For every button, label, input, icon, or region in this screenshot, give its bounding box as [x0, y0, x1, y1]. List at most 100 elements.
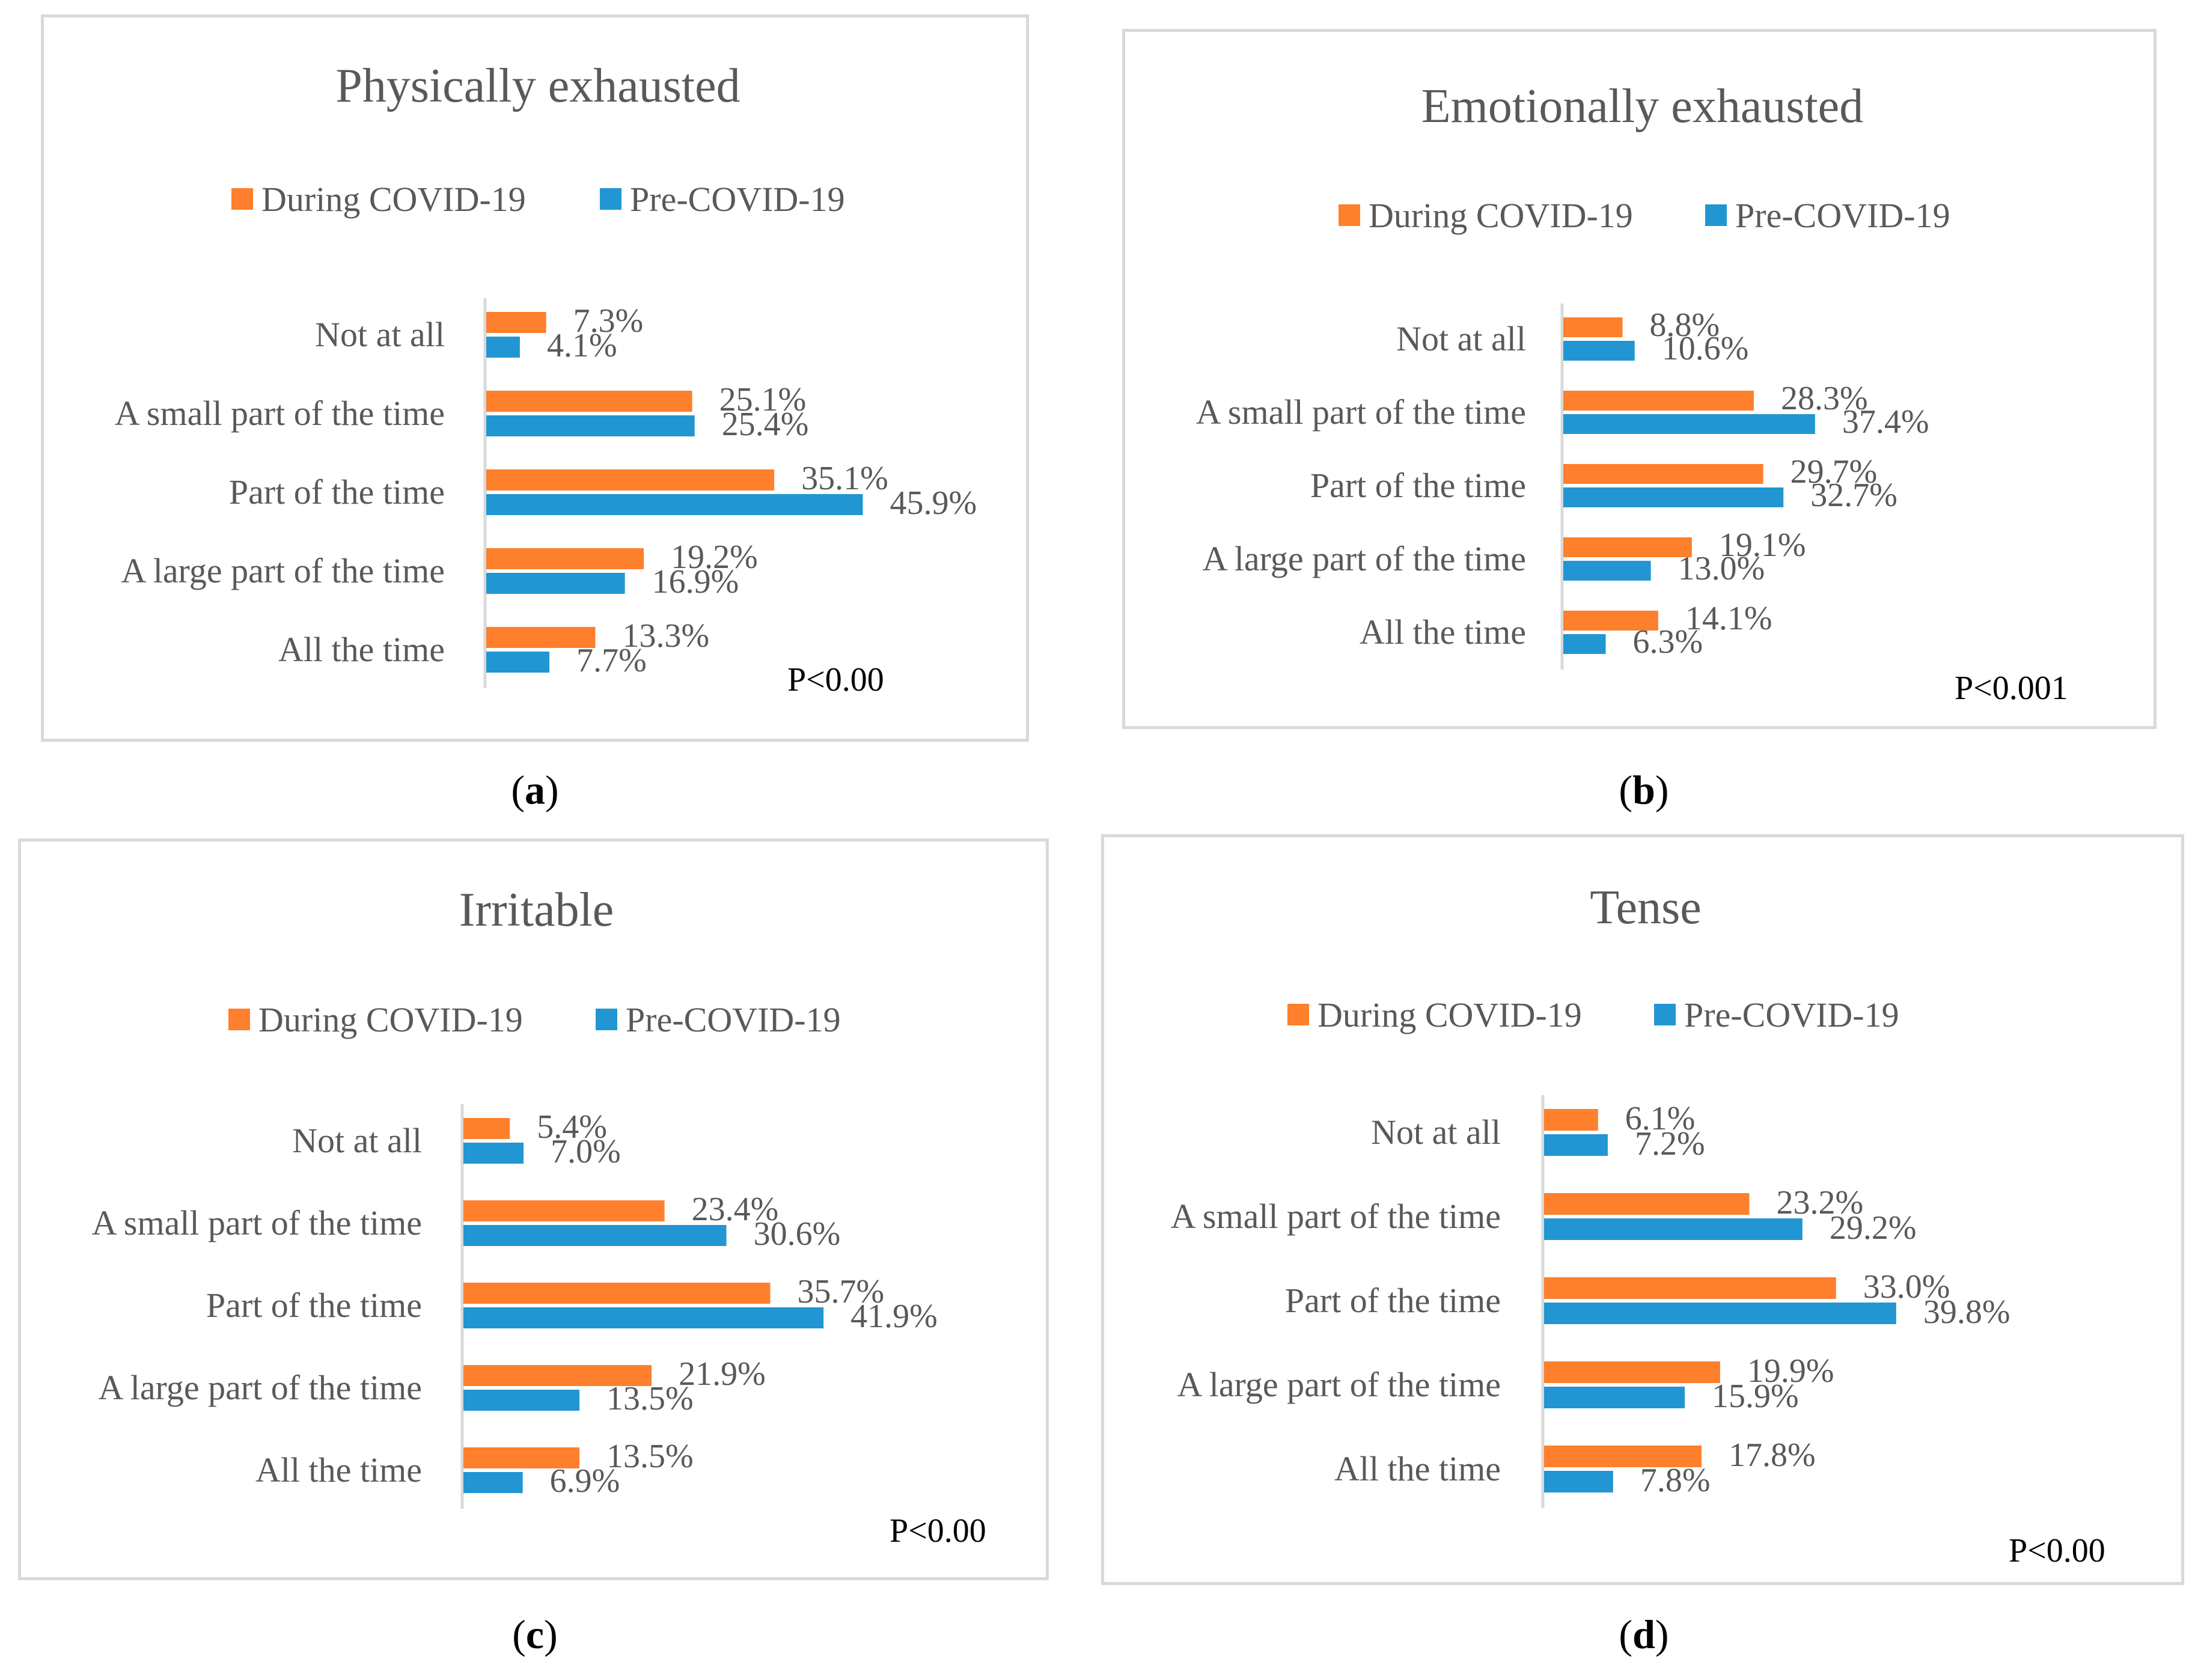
bar-during-c [463, 1283, 771, 1304]
legend-label-during-d: During COVID-19 [1317, 995, 1582, 1034]
data-label-during-c: 21.9% [679, 1355, 766, 1393]
category-label-b: A small part of the time [1196, 393, 1526, 432]
bar-pre-c [463, 1390, 580, 1411]
caption-d: (d) [1619, 1611, 1669, 1657]
data-label-during-b: 8.8% [1650, 307, 1720, 344]
chart-title-b: Emotionally exhausted [1421, 80, 1863, 133]
legend-label-during-a: During COVID-19 [261, 180, 526, 219]
category-label-a: All the time [278, 630, 445, 669]
bar-during-d [1544, 1193, 1750, 1215]
bar-pre-b [1563, 414, 1815, 434]
category-label-a: A small part of the time [115, 394, 445, 433]
category-label-c: A small part of the time [92, 1203, 422, 1242]
bar-during-b [1563, 537, 1692, 557]
caption-b: (b) [1619, 767, 1669, 813]
data-label-during-a: 35.1% [801, 460, 888, 497]
category-label-b: Not at all [1396, 319, 1526, 358]
data-label-during-c: 5.4% [537, 1108, 607, 1146]
bar-pre-a [486, 494, 863, 515]
data-label-during-c: 23.4% [692, 1191, 779, 1228]
data-label-pre-c: 30.6% [754, 1215, 841, 1253]
legend-swatch-pre-c [596, 1009, 617, 1030]
bar-during-c [463, 1365, 652, 1386]
chart-svg-a: Physically exhausted During COVID-19 Pre-C… [115, 60, 977, 688]
p-value-b: P<0.001 [1955, 670, 2068, 707]
category-label-d: Not at all [1371, 1113, 1501, 1152]
bar-pre-a [486, 337, 520, 358]
category-label-c: All the time [255, 1450, 422, 1489]
caption-c: (c) [512, 1611, 558, 1657]
data-label-during-b: 19.1% [1719, 527, 1806, 564]
bar-during-c [463, 1200, 665, 1221]
caption-a: (a) [511, 767, 559, 813]
bar-pre-d [1544, 1134, 1608, 1156]
bar-pre-a [486, 573, 625, 594]
data-label-pre-c: 6.9% [550, 1462, 620, 1500]
legend-swatch-pre-b [1705, 204, 1727, 226]
category-label-d: A large part of the time [1177, 1365, 1501, 1404]
data-label-pre-c: 13.5% [606, 1380, 694, 1417]
chart-panel-b: Emotionally exhausted During COVID-19 Pre-… [1122, 29, 2157, 729]
bar-during-b [1563, 464, 1763, 484]
chart-title-c: Irritable [459, 884, 614, 936]
legend-swatch-pre-d [1654, 1004, 1676, 1025]
bar-during-c [463, 1447, 580, 1468]
legend-label-pre-b: Pre-COVID-19 [1735, 196, 1950, 235]
bar-during-b [1563, 611, 1658, 631]
category-label-a: A large part of the time [121, 551, 445, 590]
bar-pre-b [1563, 487, 1784, 507]
chart-panel-c: Irritable During COVID-19 Pre-COVID-19 Not … [18, 838, 1049, 1580]
data-label-during-a: 25.1% [719, 381, 807, 418]
category-label-c: Part of the time [206, 1286, 422, 1325]
bar-during-d [1544, 1277, 1836, 1299]
data-label-pre-b: 37.4% [1842, 403, 1929, 441]
p-value-c: P<0.00 [890, 1512, 986, 1550]
bar-pre-d [1544, 1471, 1613, 1492]
data-label-during-a: 13.3% [623, 617, 710, 655]
bar-during-a [486, 469, 775, 490]
bar-during-d [1544, 1361, 1720, 1383]
data-label-pre-d: 39.8% [1923, 1294, 2010, 1331]
chart-svg-d: Tense During COVID-19 Pre-COVID-19 Not at a… [1171, 881, 2010, 1508]
bar-during-b [1563, 317, 1623, 337]
bar-pre-a [486, 652, 550, 673]
chart-title-a: Physically exhausted [335, 60, 740, 112]
p-value-a: P<0.00 [787, 661, 884, 698]
bar-during-a [486, 627, 596, 648]
chart-svg-c: Irritable During COVID-19 Pre-COVID-19 Not … [92, 884, 938, 1509]
data-label-pre-a: 25.4% [722, 406, 809, 443]
legend-swatch-during-a [231, 188, 253, 210]
bar-pre-c [463, 1307, 824, 1328]
data-label-pre-b: 10.6% [1662, 330, 1749, 367]
chart-title-d: Tense [1590, 881, 1701, 934]
data-label-pre-b: 13.0% [1678, 550, 1765, 587]
data-label-during-b: 14.1% [1685, 600, 1772, 637]
category-label-c: A large part of the time [99, 1368, 422, 1407]
category-label-b: A large part of the time [1203, 539, 1526, 578]
caption-letter-b: b [1632, 767, 1655, 813]
data-label-during-c: 13.5% [606, 1438, 694, 1475]
data-label-pre-a: 45.9% [890, 484, 977, 522]
bar-pre-c [463, 1472, 523, 1493]
bar-pre-a [486, 415, 695, 436]
data-label-pre-b: 6.3% [1633, 623, 1703, 661]
bar-pre-c [463, 1143, 524, 1164]
bar-pre-d [1544, 1218, 1803, 1240]
legend-label-pre-d: Pre-COVID-19 [1684, 995, 1899, 1034]
legend-swatch-during-d [1287, 1004, 1309, 1025]
bar-during-a [486, 391, 692, 412]
caption-letter-a: a [525, 767, 545, 813]
data-label-during-b: 29.7% [1790, 453, 1878, 490]
data-label-pre-c: 41.9% [850, 1298, 938, 1335]
legend-swatch-during-c [228, 1009, 250, 1030]
bar-pre-b [1563, 561, 1651, 581]
data-label-pre-a: 16.9% [652, 563, 739, 600]
chart-panel-d: Tense During COVID-19 Pre-COVID-19 Not at a… [1101, 834, 2184, 1585]
caption-letter-c: c [525, 1611, 545, 1657]
bar-during-d [1544, 1109, 1598, 1131]
bar-pre-b [1563, 634, 1606, 654]
category-label-d: A small part of the time [1171, 1197, 1501, 1236]
bar-during-c [463, 1118, 510, 1139]
legend-label-during-b: During COVID-19 [1369, 196, 1633, 235]
chart-svg-b: Emotionally exhausted During COVID-19 Pre-… [1196, 80, 1950, 670]
